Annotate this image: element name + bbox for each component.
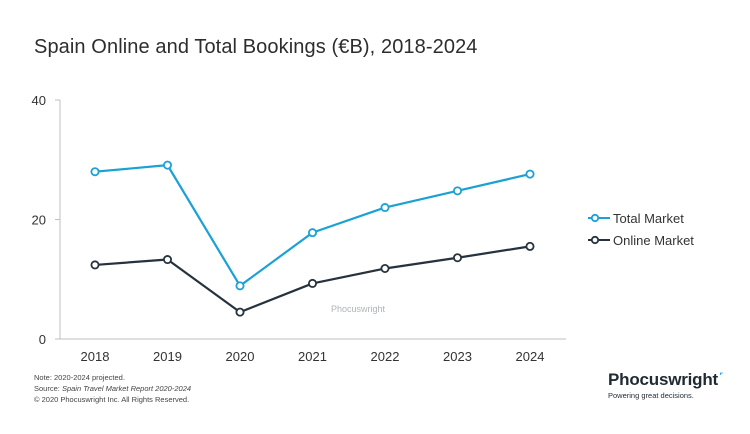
x-tick-label: 2022: [371, 349, 400, 364]
data-point: [235, 281, 245, 291]
legend-item-online-market: Online Market: [588, 229, 694, 251]
legend-swatch-total-market: [588, 213, 610, 223]
x-tick-label: 2024: [516, 349, 545, 364]
series-line: [94, 164, 531, 287]
data-point: [525, 169, 535, 179]
brand-name: Phocuswright: [608, 370, 718, 389]
chart-title: Spain Online and Total Bookings (€B), 20…: [34, 36, 478, 58]
series-total-market: [90, 160, 535, 291]
x-tick-label: 2021: [298, 349, 327, 364]
y-tick-label: 20: [32, 213, 46, 228]
data-point: [307, 228, 317, 238]
data-point: [380, 263, 390, 273]
note-source: Source: Spain Travel Market Report 2020-…: [34, 383, 191, 394]
data-point: [525, 241, 535, 251]
chart-axes: [59, 100, 566, 340]
data-point: [90, 260, 100, 270]
legend-item-total-market: Total Market: [588, 207, 694, 229]
data-point: [162, 255, 172, 265]
legend-swatch-online-market: [588, 235, 610, 245]
note-projection: Note: 2020-2024 projected.: [34, 373, 125, 382]
chart-series: [90, 160, 535, 317]
x-tick-labels: 2018 2019 2020 2021 2022 2023 2024: [81, 349, 545, 364]
data-point: [235, 307, 245, 317]
data-point: [162, 160, 172, 170]
note-source-title: Spain Travel Market Report 2020-2024: [61, 384, 192, 393]
chart-legend: Total Market Online Market: [588, 207, 694, 251]
x-tick-label: 2023: [443, 349, 472, 364]
legend-label-total-market: Total Market: [613, 210, 684, 226]
speech-bubble-icon: ˹: [719, 370, 724, 386]
y-tick-label: 0: [39, 332, 46, 347]
brand-tagline: Powering great decisions.: [608, 391, 694, 400]
x-tick-label: 2018: [81, 349, 110, 364]
watermark: Phocuswright: [331, 304, 386, 314]
x-tick-label: 2019: [153, 349, 182, 364]
series-online-market: [90, 241, 535, 317]
brand-logo: Phocuswright˹ Powering great decisions.: [608, 370, 724, 400]
chart-notes: Note: 2020-2024 projected. Source: Spain…: [34, 372, 191, 405]
note-source-prefix: Source:: [34, 384, 62, 393]
data-point: [90, 167, 100, 177]
data-point: [452, 186, 462, 196]
x-tick-label: 2020: [226, 349, 255, 364]
data-point: [307, 278, 317, 288]
note-copyright: © 2020 Phocuswright Inc. All Rights Rese…: [34, 395, 190, 404]
y-tick-labels: 0 20 40: [32, 93, 60, 347]
data-point: [452, 253, 462, 263]
data-point: [380, 203, 390, 213]
y-tick-label: 40: [32, 93, 46, 108]
legend-label-online-market: Online Market: [613, 232, 694, 248]
